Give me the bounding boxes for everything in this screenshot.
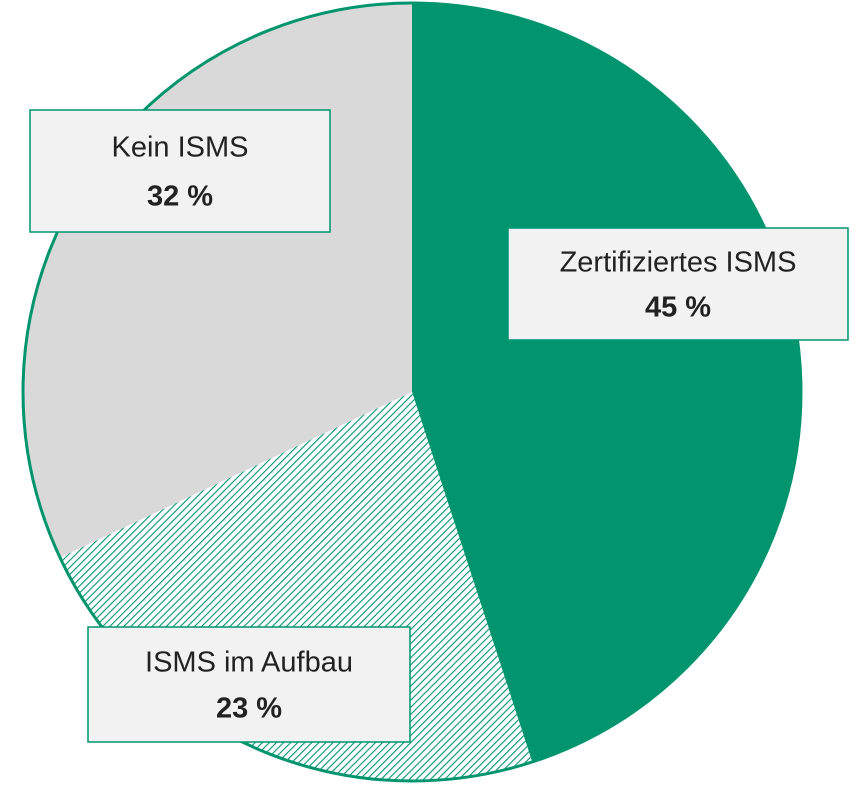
label-box: [87, 626, 411, 743]
label-category: Zertifiziertes ISMS: [560, 246, 797, 278]
labels: Zertifiziertes ISMS 45 % ISMS im Aufbau 23 …: [29, 109, 849, 743]
label-box: [507, 227, 849, 341]
pie-outline: [21, 1, 803, 783]
data-label: Kein ISMS 32 %: [29, 109, 331, 233]
data-label: ISMS im Aufbau 23 %: [87, 626, 411, 743]
label-value: 23 %: [216, 692, 282, 724]
label-box: [29, 109, 331, 233]
data-label: Zertifiziertes ISMS 45 %: [507, 227, 849, 341]
label-value: 45 %: [645, 291, 711, 323]
label-category: ISMS im Aufbau: [145, 646, 353, 678]
pie-slice: [412, 3, 801, 762]
label-value: 32 %: [147, 180, 213, 212]
label-category: Kein ISMS: [112, 132, 249, 164]
